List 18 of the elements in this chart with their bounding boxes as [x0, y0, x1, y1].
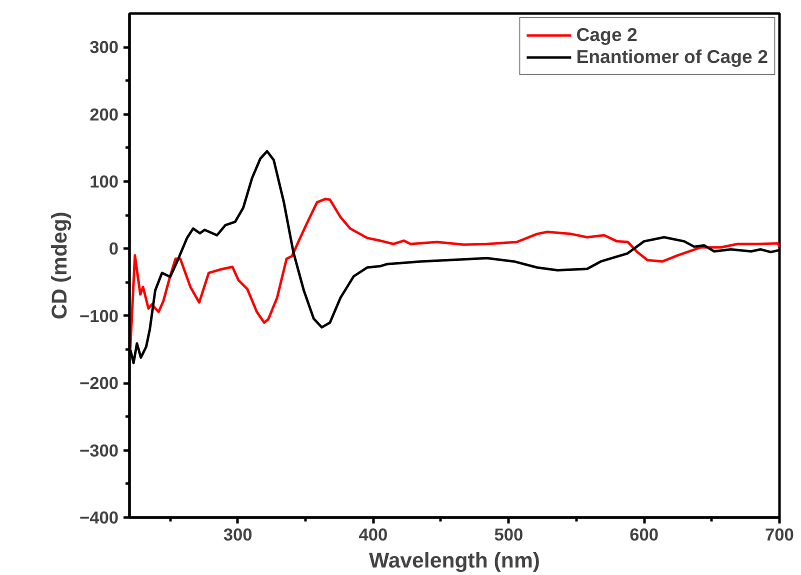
y-tick-label: −200: [79, 373, 118, 394]
x-axis-title: Wavelength (nm): [368, 548, 540, 572]
y-tick-label: −300: [79, 440, 118, 460]
x-tick-label: 300: [223, 524, 252, 544]
y-axis-title: CD (mdeg): [47, 212, 72, 320]
x-tick-label: 400: [358, 524, 388, 544]
y-tick-label: 100: [90, 172, 119, 192]
x-tick-label: 700: [765, 524, 794, 544]
y-tick-label: 200: [90, 104, 119, 124]
y-tick-label: −400: [79, 508, 118, 528]
y-tick-label: 0: [108, 238, 119, 259]
x-tick-label: 600: [630, 524, 659, 544]
x-tick-label: 500: [494, 524, 524, 544]
legend-label: Enantiomer of Cage 2: [576, 46, 768, 68]
y-tick-label: −100: [79, 306, 118, 326]
y-tick-label: 300: [90, 37, 119, 58]
line-series: [130, 198, 780, 352]
legend-label: Cage 2: [576, 24, 638, 46]
